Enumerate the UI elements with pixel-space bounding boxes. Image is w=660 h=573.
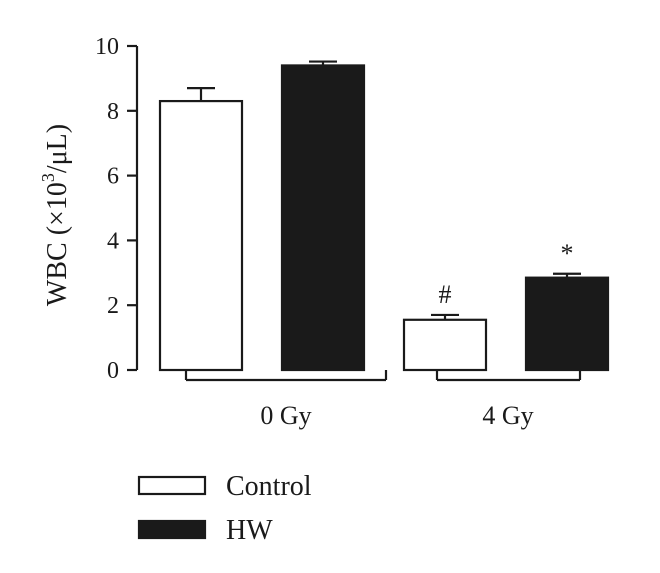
- y-axis-title-superscript: 3: [38, 173, 58, 182]
- bars: [158, 60, 610, 372]
- y-tick-label-0: 0: [107, 358, 119, 384]
- x-category-label: 0 Gy: [260, 401, 311, 430]
- legend-label-control: Control: [226, 471, 312, 502]
- bar-control-1: [402, 318, 488, 372]
- bar-hw-0: [280, 64, 366, 372]
- y-axis-title-main: WBC (×10: [42, 182, 73, 306]
- bar-hw-1: [524, 276, 610, 372]
- y-axis-title-tail: /μL): [42, 124, 73, 173]
- legend-label-hw: HW: [226, 515, 273, 546]
- y-tick-label-4: 4: [107, 228, 119, 254]
- y-tick-label-2: 2: [107, 293, 119, 319]
- bar-control-0: [158, 99, 244, 372]
- y-axis-title: WBC (×103/μL): [38, 124, 73, 306]
- y-tick-label-10: 10: [95, 34, 119, 60]
- x-axis: 0 Gy 4 Gy: [184, 370, 582, 430]
- significance-marker: *: [561, 239, 574, 268]
- legend: Control HW: [137, 471, 312, 546]
- annotations: #*: [439, 239, 574, 309]
- y-tick-label-8: 8: [107, 99, 119, 125]
- legend-swatch-control: [137, 475, 207, 496]
- legend-swatch-hw: [137, 519, 207, 540]
- y-tick-label-6: 6: [107, 164, 119, 190]
- x-category-label: 4 Gy: [482, 401, 533, 430]
- y-axis: 0 2 4 6 8 10: [95, 34, 139, 384]
- significance-marker: #: [439, 280, 452, 309]
